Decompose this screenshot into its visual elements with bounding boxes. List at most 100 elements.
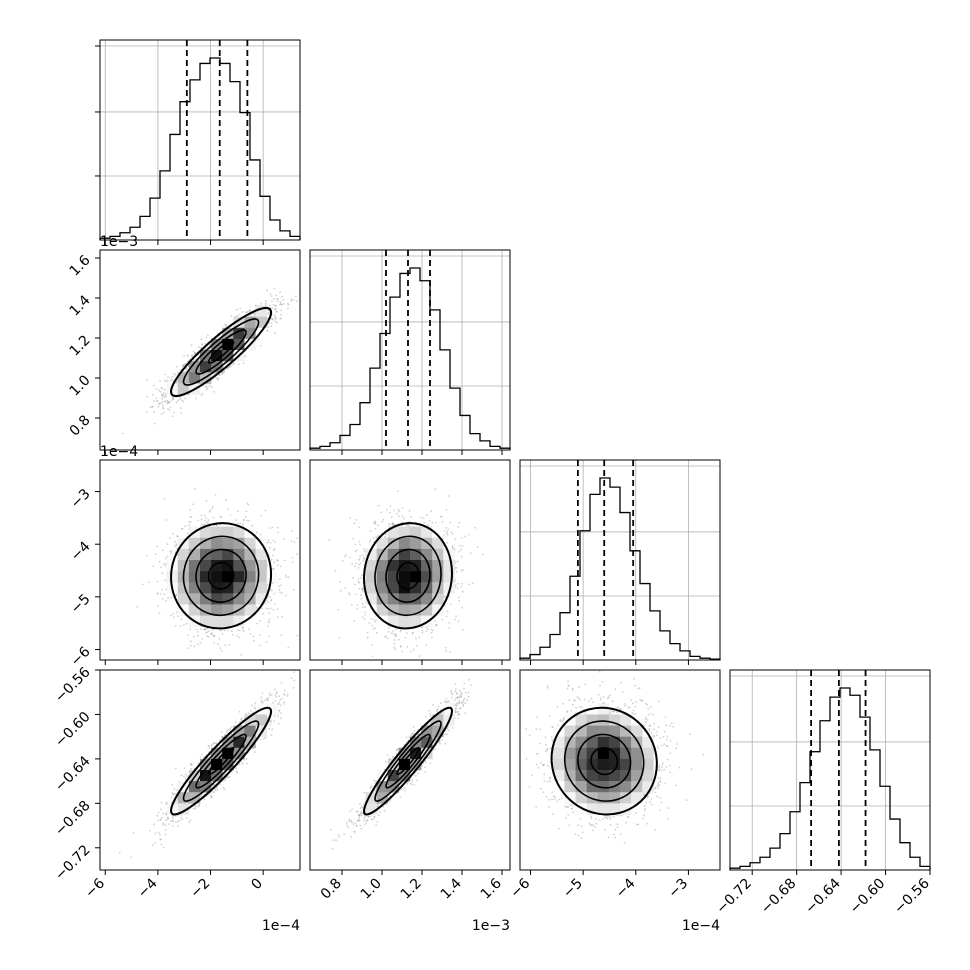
scatter-point [224,499,227,502]
density-cell [376,593,389,605]
scatter-point [363,558,366,561]
density-cell [410,537,422,550]
scatter-point [456,587,459,589]
scatter-point [406,524,408,527]
scatter-point [417,772,419,775]
scatter-point [394,648,397,650]
scatter-point [159,838,162,841]
density-cell [233,736,245,749]
scatter-point [281,697,284,700]
scatter-point [468,679,471,681]
scatter-point [274,320,276,323]
scatter-point [277,616,279,618]
scatter-point [237,363,240,366]
scatter-point [268,720,271,723]
scatter-point [167,408,170,410]
scatter-point [175,821,177,824]
scatter-point [205,388,208,391]
density-cell [244,537,256,550]
scatter-point [269,723,271,726]
scatter-point [222,769,225,772]
scatter-point [245,713,247,715]
scatter-point [259,738,262,741]
scatter-point [457,526,460,528]
scatter-point [136,605,139,608]
scatter-point [226,776,229,778]
scatter-point [164,380,167,383]
density-cell [432,548,444,561]
scatter-point [435,624,437,626]
scatter-point [253,312,256,315]
scatter-point [400,646,402,648]
scatter-point [267,312,269,315]
scatter-point [460,537,463,539]
density-cell [222,593,234,605]
scatter-point [169,380,172,382]
scatter-point [454,579,457,582]
scatter-point [274,693,277,696]
scatter-point [270,693,273,696]
scatter-point [267,625,270,628]
scatter-point [152,393,154,396]
density-cell [233,571,245,583]
density-cell [211,361,223,373]
scatter-point [228,776,231,778]
scatter-point [162,407,165,410]
scatter-point [285,576,288,579]
scatter-point [360,577,362,579]
density-cell [398,560,411,572]
density-cell [410,593,422,605]
scatter-point [273,561,275,563]
scatter-point [174,373,177,376]
scatter-point [397,508,400,511]
scatter-point [266,699,269,701]
scatter-point [482,553,484,556]
scatter-point [226,367,229,369]
scatter-point [392,522,394,525]
scatter-point [161,598,164,600]
scatter-point [163,497,166,500]
scatter-point [224,323,226,326]
scatter-point [246,762,248,765]
scatter-point [458,600,460,602]
scatter-point [362,817,365,820]
scatter-point [240,760,243,763]
density-cell [421,526,433,539]
scatter-point [287,646,290,649]
scatter-point [296,300,298,302]
scatter-point [443,700,446,703]
density-cell [166,803,179,815]
scatter-point [434,488,437,490]
scatter-point [268,618,271,620]
scatter-point [246,502,249,504]
density-cell [222,537,234,550]
scatter-point [184,397,187,400]
scatter-point [260,514,263,517]
scatter-point [339,580,341,583]
scatter-point [174,545,176,548]
scatter-point [282,299,285,301]
scatter-point [431,521,434,524]
scatter-point [226,777,229,779]
scatter-point [185,622,188,625]
density-cell [200,615,212,627]
scatter-point [199,642,202,644]
scatter-point [273,314,276,317]
scatter-point [279,303,281,306]
scatter-point [168,401,171,404]
scatter-point [391,632,393,635]
scatter-point [280,309,283,312]
scatter-point [363,548,365,550]
density-cell [376,604,389,616]
scatter-point [252,635,255,638]
scatter-point [401,650,404,653]
scatter-point [242,519,245,522]
scatter-point [377,803,379,806]
scatter-point [201,638,204,640]
scatter-point [247,310,249,313]
scatter-point [158,560,161,563]
scatter-point [266,541,269,544]
scatter-point [259,344,262,347]
scatter-point [159,838,162,841]
density-cell [211,571,223,583]
